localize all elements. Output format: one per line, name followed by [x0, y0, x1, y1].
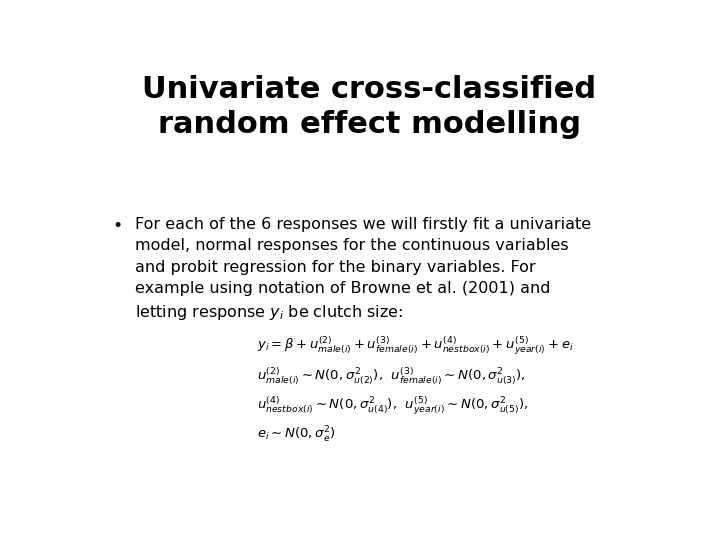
- Text: $e_i \sim N(0,\sigma^2_e)$: $e_i \sim N(0,\sigma^2_e)$: [258, 425, 336, 445]
- Text: letting response $y_i$ be clutch size:: letting response $y_i$ be clutch size:: [135, 303, 402, 322]
- Text: $u^{(2)}_{male(i)} \sim N(0,\sigma^2_{u(2)})$,  $u^{(3)}_{female(i)} \sim N(0,\s: $u^{(2)}_{male(i)} \sim N(0,\sigma^2_{u(…: [258, 365, 526, 387]
- Text: and probit regression for the binary variables. For: and probit regression for the binary var…: [135, 260, 535, 275]
- Text: example using notation of Browne et al. (2001) and: example using notation of Browne et al. …: [135, 281, 550, 296]
- Text: $u^{(4)}_{nestbox(i)} \sim N(0,\sigma^2_{u(4)})$,  $u^{(5)}_{year(i)} \sim N(0,\: $u^{(4)}_{nestbox(i)} \sim N(0,\sigma^2_…: [258, 395, 528, 417]
- Text: Univariate cross-classified
random effect modelling: Univariate cross-classified random effec…: [142, 75, 596, 139]
- Text: model, normal responses for the continuous variables: model, normal responses for the continuo…: [135, 238, 568, 253]
- Text: $y_i = \beta +u^{(2)}_{male(i)} +u^{(3)}_{female(i)} +u^{(4)}_{nestbox(i)} +u^{(: $y_i = \beta +u^{(2)}_{male(i)} +u^{(3)}…: [258, 335, 575, 357]
- Text: •: •: [112, 217, 122, 234]
- Text: For each of the 6 responses we will firstly fit a univariate: For each of the 6 responses we will firs…: [135, 217, 591, 232]
